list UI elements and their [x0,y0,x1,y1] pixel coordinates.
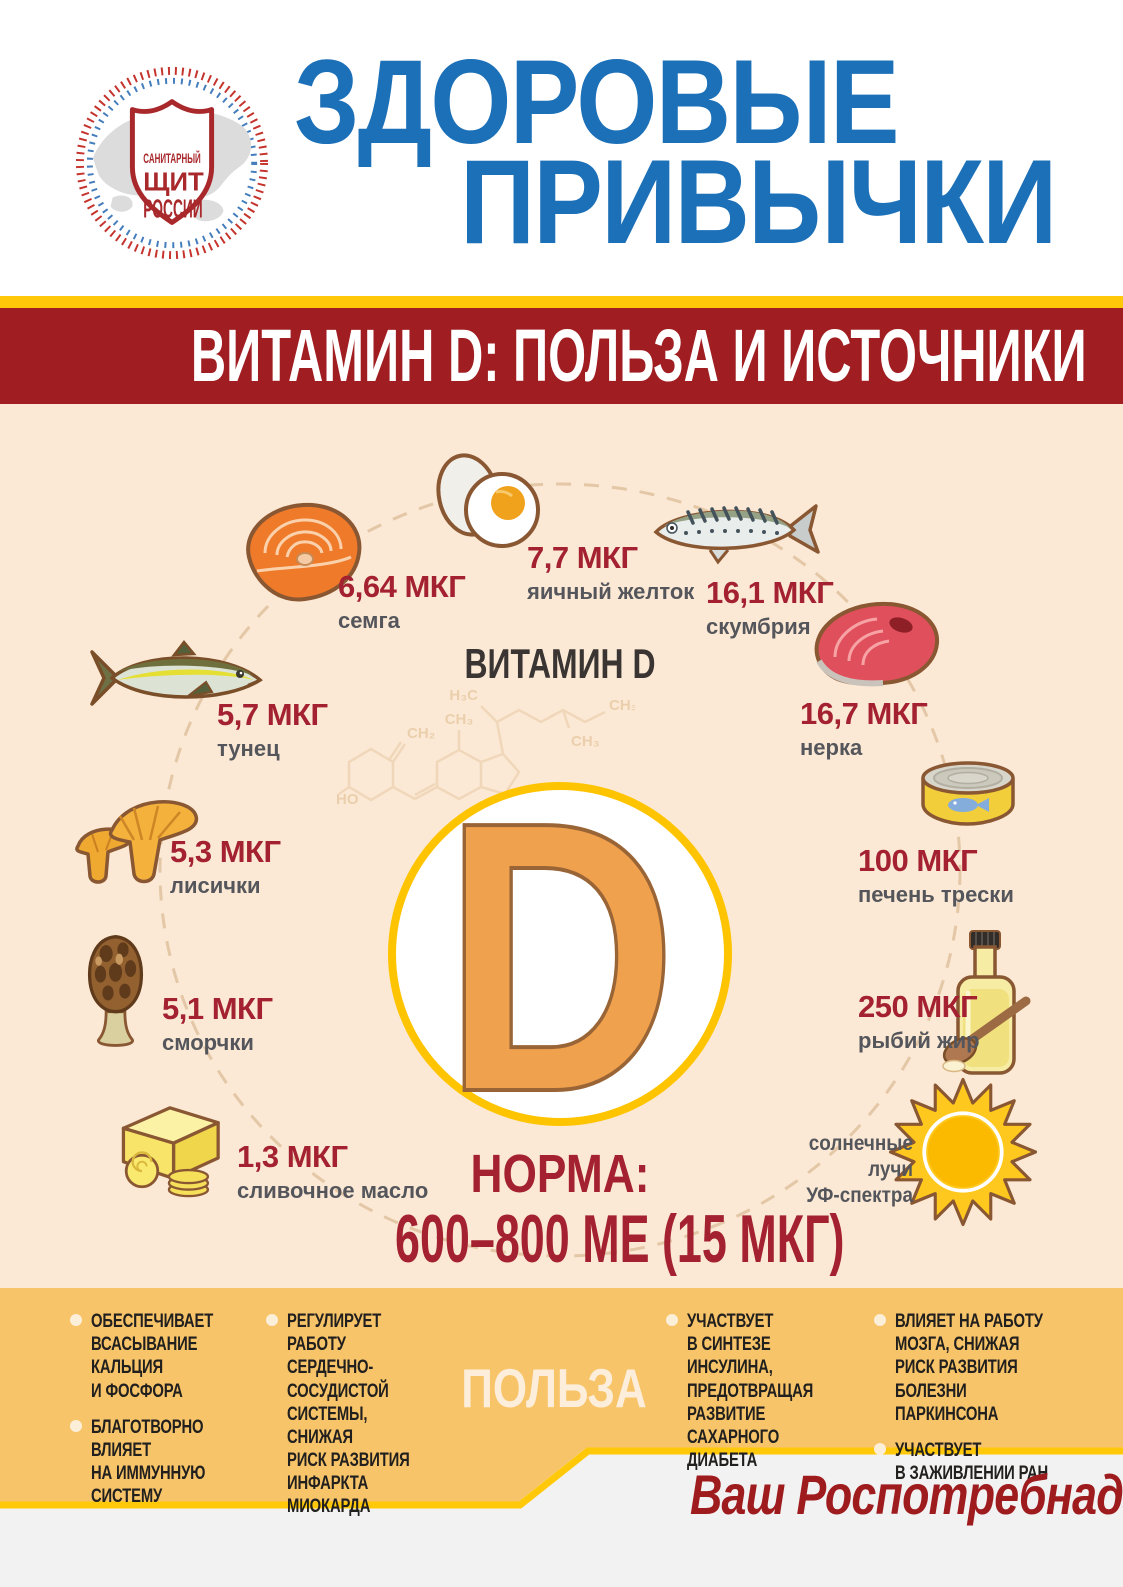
source-label: печень трески [858,882,1014,907]
sockeye-steak-icon [805,595,945,690]
dashed-circle-connector [158,482,962,1258]
center-heading: ВИТАМИН D [464,640,656,687]
source-value: 16,7 МКГ [800,696,928,731]
rospotrebnadzor-slogan: Ваш Роспотребнадзор [690,1463,1123,1526]
source-value: 5,1 МКГ [162,991,273,1026]
egg-yolk-icon [430,450,545,555]
source-label: рыбий жир [858,1028,980,1053]
vitamin-d-badge: D [388,780,732,1128]
logo-text-line2: ЩИТ [143,169,204,197]
poster-title-line1: ЗДОРОВЫЕ [294,35,900,169]
source-value: 5,7 МКГ [217,697,328,732]
source-value: 1,3 МКГ [237,1139,348,1174]
source-cod-liver: 100 МКГ печень трески [858,845,1014,907]
benefit-text: УЧАСТВУЕТ В ЗАЖИВЛЕНИИ РАН [895,1439,1049,1485]
benefit-item: УЧАСТВУЕТ В СИНТЕЗЕ ИНСУЛИНА, ПРЕДОТВРАЩ… [666,1310,881,1472]
chem-label-ch3-ring: CH₃ [445,711,474,728]
benefits-column-2: РЕГУЛИРУЕТ РАБОТУ СЕРДЕЧНО- СОСУДИСТОЙ С… [266,1310,476,1532]
bullet-dot-icon [874,1314,886,1326]
source-value: 5,3 МКГ [170,834,281,869]
benefits-column-3: УЧАСТВУЕТ В СИНТЕЗЕ ИНСУЛИНА, ПРЕДОТВРАЩ… [666,1310,881,1485]
chem-label-h3c: H₃C [449,687,478,704]
benefit-text: ВЛИЯЕТ НА РАБОТУ МОЗГА, СНИЖАЯ РИСК РАЗВ… [895,1311,1043,1425]
source-label: сливочное масло [237,1178,429,1203]
chem-label-ho: HO [336,791,359,808]
norm-label: НОРМА: [470,1144,650,1204]
header: САНИТАРНЫЙ ЩИТ РОССИИ ЗДОРОВЫЕ ПРИВЫЧКИ [0,0,1123,296]
source-label: нерка [800,735,863,760]
source-value: 16,1 МКГ [706,575,834,610]
source-morel: 5,1 МКГ сморчки [162,993,273,1055]
source-fish-oil: 250 МКГ рыбий жир [858,991,980,1053]
source-value: 250 МКГ [858,989,978,1024]
benefit-text: ОБЕСПЕЧИВАЕТ ВСАСЫВАНИЕ КАЛЬЦИЯ И ФОСФОР… [91,1311,214,1402]
benefit-text: БЛАГОТВОРНО ВЛИЯЕТ НА ИММУННУЮ СИСТЕМУ [91,1416,206,1508]
salmon-steak-icon [235,495,370,610]
tuna-icon [88,638,268,716]
banner-title: ВИТАМИН D: ПОЛЬЗА И ИСТОЧНИКИ [190,314,1087,397]
mackerel-icon [650,492,825,567]
logo-text-line3: РОССИИ [143,195,202,223]
section-banner: ВИТАМИН D: ПОЛЬЗА И ИСТОЧНИКИ [0,308,1123,404]
big-letter-d: D [443,780,678,1128]
butter-icon [103,1086,233,1204]
benefit-text: УЧАСТВУЕТ В СИНТЕЗЕ ИНСУЛИНА, ПРЕДОТВРАЩ… [687,1311,814,1472]
benefit-text: РЕГУЛИРУЕТ РАБОТУ СЕРДЕЧНО- СОСУДИСТОЙ С… [287,1311,410,1518]
sanitary-shield-of-russia-logo: САНИТАРНЫЙ ЩИТ РОССИИ [75,66,269,260]
benefit-item: РЕГУЛИРУЕТ РАБОТУ СЕРДЕЧНО- СОСУДИСТОЙ С… [266,1310,476,1519]
vitamin-d-molecule-diagram: H₃C CH₃ CH₃ CH₃ CH₂ HO [336,687,635,808]
source-value: 6,64 МКГ [338,569,466,604]
benefits-heading: ПОЛЬЗА [461,1357,647,1419]
bullet-dot-icon [874,1442,886,1455]
source-chanterelle: 5,3 МКГ лисички [170,836,281,898]
oil-bottle-icon [930,925,1045,1080]
source-label: тунец [217,736,280,761]
bullet-dot-icon [70,1314,82,1326]
source-label: семга [338,608,400,633]
source-label: сморчки [162,1030,254,1055]
logo-text-line1: САНИТАРНЫЙ [143,149,200,166]
bullet-dot-icon [266,1314,278,1326]
source-sun-label: солнечные лучи УФ-спектра [806,1131,913,1208]
sun-icon [888,1077,1038,1227]
source-salmon: 6,64 МКГ семга [338,569,466,633]
source-value: 7,7 МКГ [527,540,638,575]
source-egg-yolk: 7,7 МКГ яичный желток [527,542,694,604]
benefits-band-shape [0,1288,1123,1509]
benefit-item: ВЛИЯЕТ НА РАБОТУ МОЗГА, СНИЖАЯ РИСК РАЗВ… [874,1310,1094,1426]
source-label: яичный желток [527,579,695,604]
badge-circle [388,782,732,1126]
chem-label-ch3-top: CH₃ [609,697,635,714]
shield-icon [129,99,215,225]
source-butter: 1,3 МКГ сливочное масло [237,1141,428,1203]
source-sockeye: 16,7 МКГ нерка [800,696,928,760]
benefits-column-4: ВЛИЯЕТ НА РАБОТУ МОЗГА, СНИЖАЯ РИСК РАЗВ… [874,1310,1094,1498]
canned-fish-icon [915,750,1020,830]
benefits-column-1: ОБЕСПЕЧИВАЕТ ВСАСЫВАНИЕ КАЛЬЦИЯ И ФОСФОР… [70,1310,260,1521]
benefit-item: БЛАГОТВОРНО ВЛИЯЕТ НА ИММУННУЮ СИСТЕМУ [70,1416,260,1509]
chem-label-ch3-mid: CH₃ [571,733,600,750]
yellow-divider [0,296,1123,308]
chem-label-ch2: CH₂ [407,725,435,742]
benefit-item: ОБЕСПЕЧИВАЕТ ВСАСЫВАНИЕ КАЛЬЦИЯ И ФОСФОР… [70,1310,260,1403]
source-tuna: 5,7 МКГ тунец [217,699,328,761]
chanterelle-icon [68,782,208,894]
source-label: лисички [170,873,261,898]
benefit-item: УЧАСТВУЕТ В ЗАЖИВЛЕНИИ РАН [874,1439,1094,1485]
bullet-dot-icon [666,1314,678,1326]
source-value: 100 МКГ [858,843,978,878]
poster-title-line2: ПРИВЫЧКИ [460,135,1057,269]
morel-icon [78,928,153,1056]
daily-norm: НОРМА: 600–800 МЕ (15 МКГ) [310,1144,845,1277]
source-label: скумбрия [706,614,811,639]
logo-red-dot-ring [75,66,269,260]
bullet-dot-icon [70,1419,82,1432]
source-mackerel: 16,1 МКГ скумбрия [706,575,834,639]
norm-value: 600–800 МЕ (15 МКГ) [395,1200,845,1277]
logo-blue-dot-ring [86,77,258,249]
